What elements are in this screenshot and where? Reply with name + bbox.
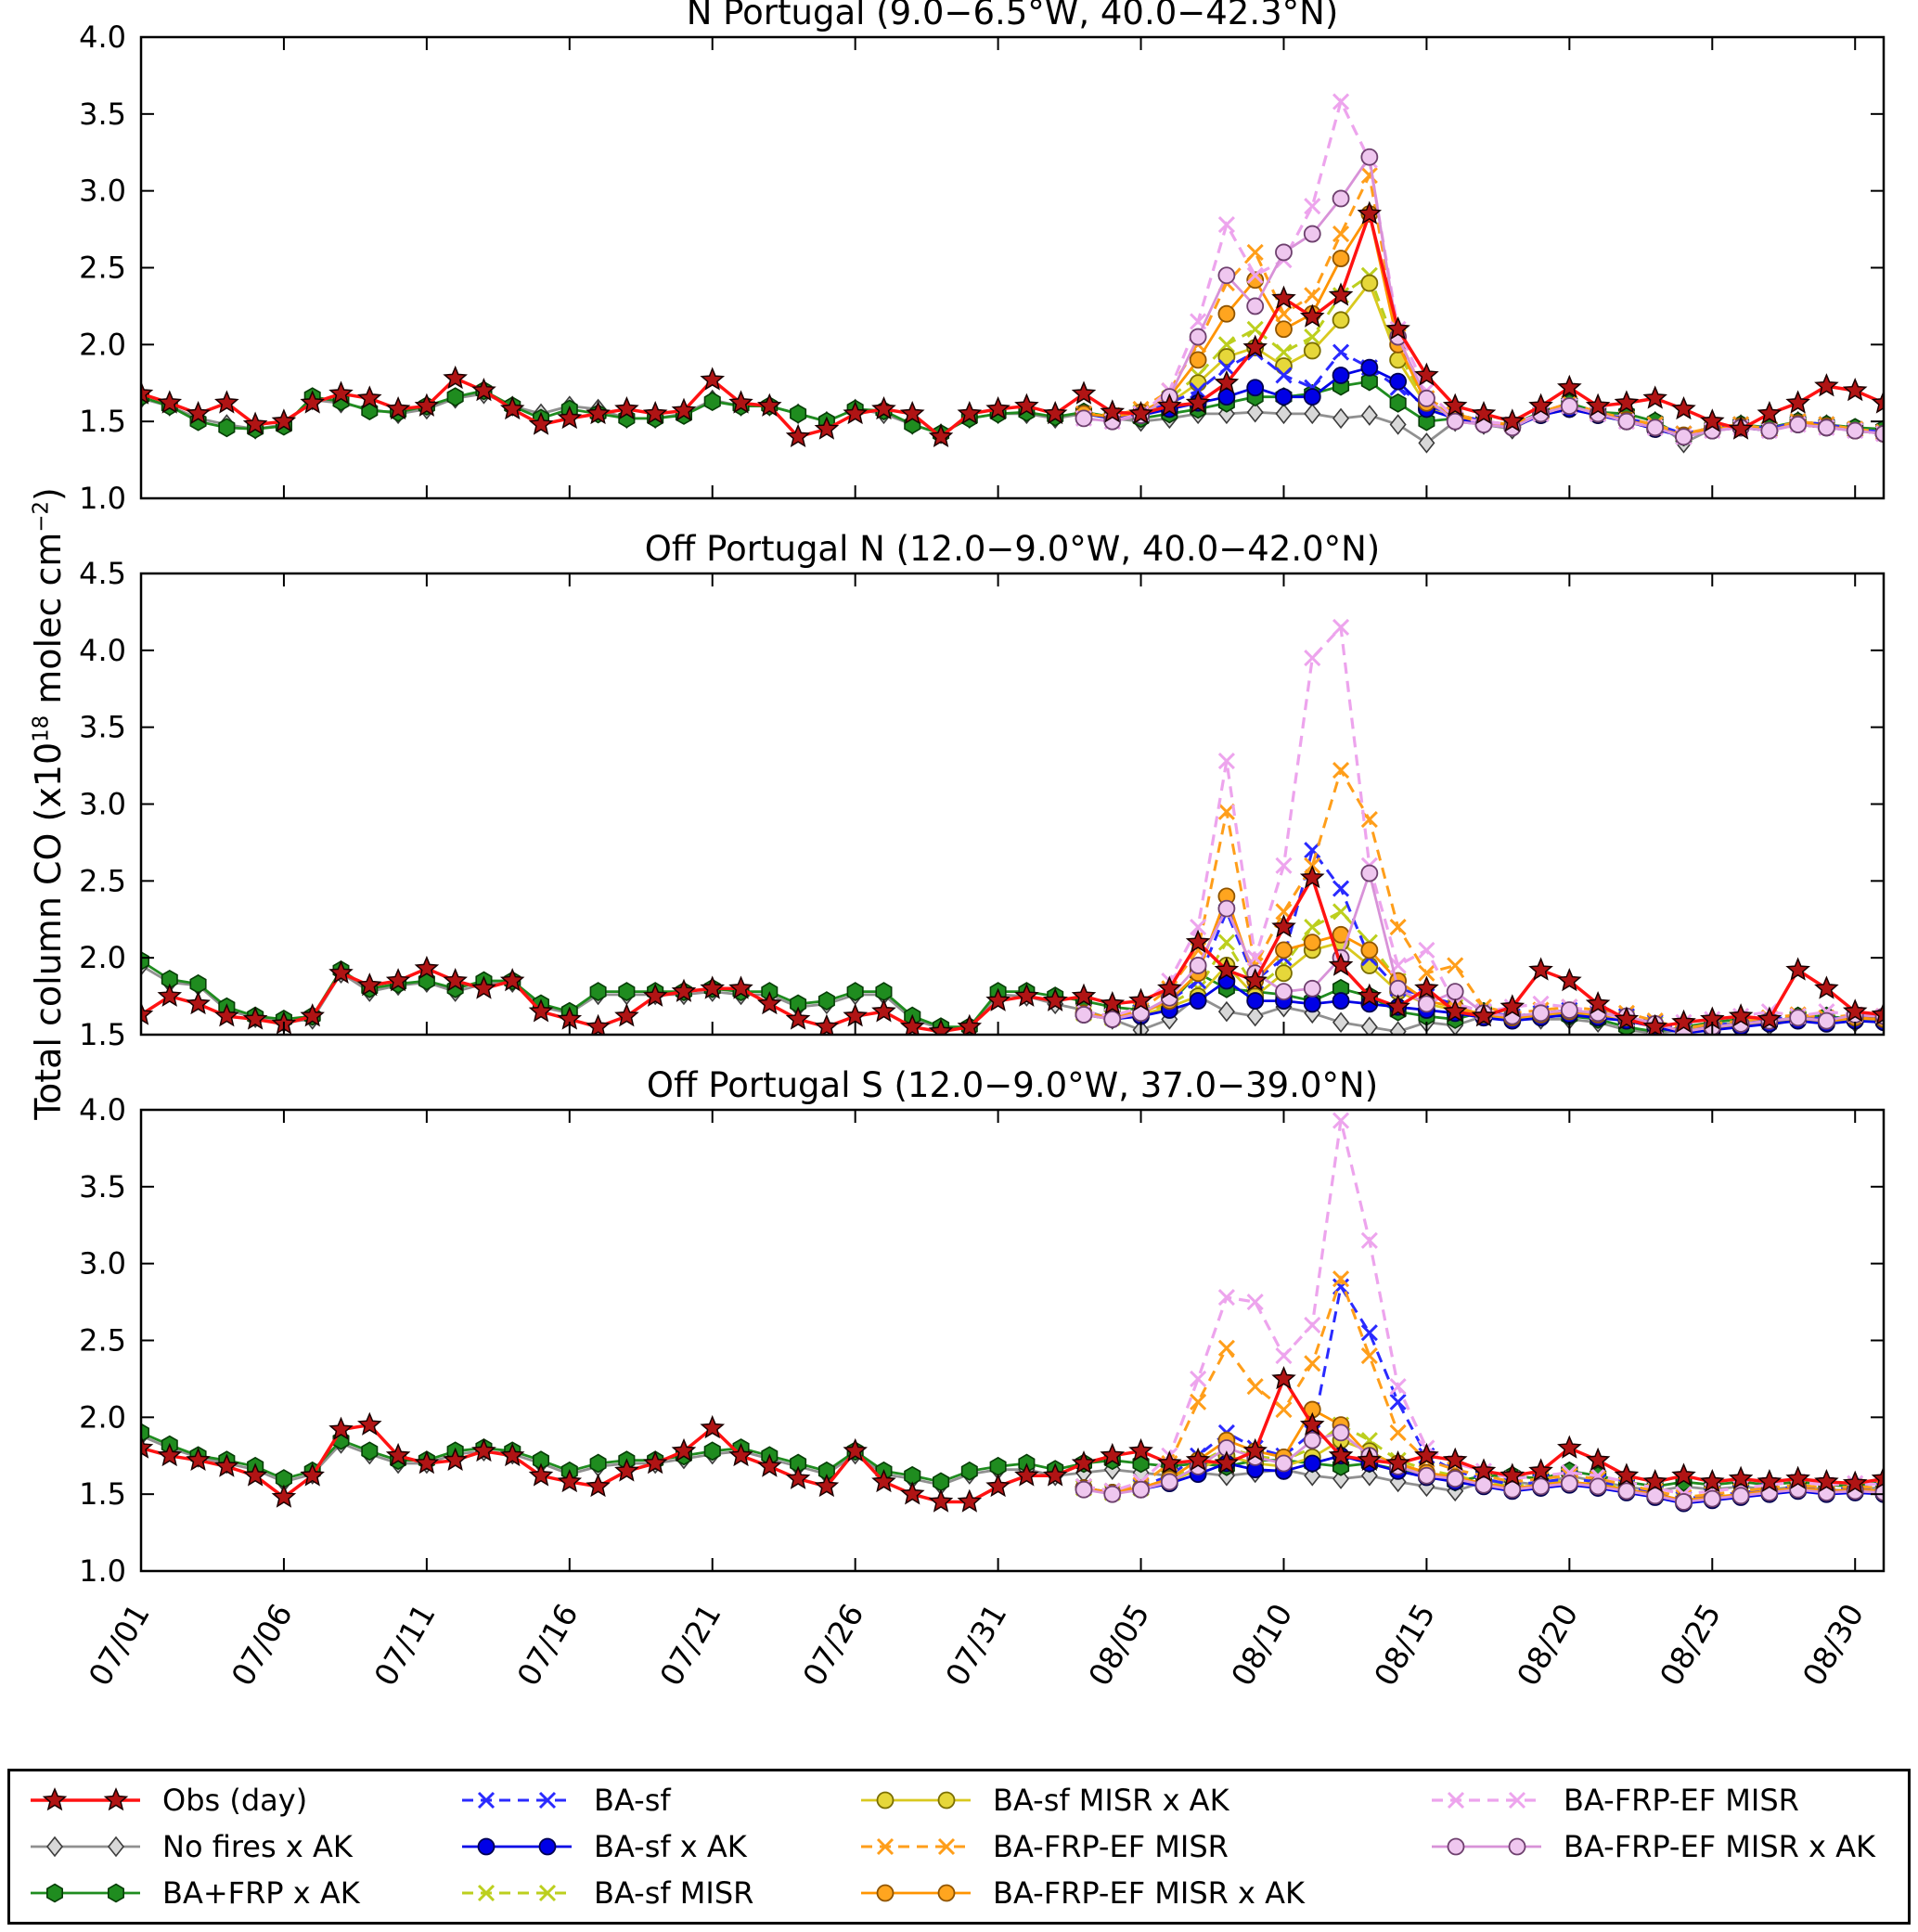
legend-label: Obs (day)	[162, 1783, 308, 1818]
x-tick-label: 08/10	[1224, 1598, 1299, 1693]
legend-label: BA-FRP-EF MISR	[1564, 1783, 1799, 1818]
y-tick-label: 1.0	[79, 1553, 126, 1589]
x-tick-label: 08/15	[1367, 1598, 1442, 1693]
axes-frame	[139, 35, 1886, 500]
x-tick-label: 07/11	[367, 1598, 442, 1693]
y-tick-label: 1.5	[79, 1476, 126, 1512]
legend-item-ba_frp_ef_misr_m: BA-FRP-EF MISR	[1426, 1783, 1900, 1818]
axes-frame	[139, 1108, 1886, 1573]
legend-item-ba_sf: BA-sf	[457, 1783, 856, 1818]
panel-0: N Portugal (9.0−6.5°W, 40.0−42.3°N) 1.0 1.…	[79, 0, 1886, 516]
y-tick-label: 1.5	[79, 1017, 126, 1052]
x-tick-label: 07/31	[938, 1598, 1013, 1693]
legend-item-ba_sf_misr_ak: BA-sf MISR x AK	[856, 1783, 1426, 1818]
legend-marker-x-icon	[1432, 1791, 1541, 1810]
y-tick-label: 4.0	[79, 19, 126, 55]
series-obs-markers	[141, 865, 1884, 1035]
legend-marker-star-icon	[31, 1787, 140, 1811]
legend-marker-circle-icon	[1432, 1837, 1541, 1856]
y-tick-label: 4.5	[79, 556, 126, 591]
legend-marker-x-icon	[861, 1837, 971, 1856]
y-tick-label: 2.0	[79, 1399, 126, 1435]
x-tick-label: 08/30	[1796, 1598, 1871, 1693]
x-tick-label: 08/20	[1510, 1598, 1585, 1693]
legend-marker-diamond-icon	[31, 1835, 140, 1858]
y-tick-label: 2.0	[79, 327, 126, 362]
y-tick-label: 2.5	[79, 1323, 126, 1359]
y-tick-label: 1.0	[79, 481, 126, 516]
legend-item-ba_sf_ak: BA-sf x AK	[457, 1829, 856, 1864]
legend-marker-x-icon	[462, 1884, 572, 1902]
series-obs-markers	[141, 200, 1884, 447]
legend-item-ba_sf_misr: BA-sf MISR	[457, 1875, 856, 1911]
series-obs-markers	[141, 1365, 1884, 1513]
legend-item-no_fires_ak: No fires x AK	[25, 1829, 457, 1864]
x-tick-label: 07/16	[509, 1598, 585, 1693]
legend-label: BA-sf MISR	[594, 1875, 754, 1911]
axes-frame	[139, 572, 1886, 1037]
y-axis-label-exp2: −2	[29, 501, 54, 533]
legend-label: BA-sf MISR x AK	[993, 1783, 1229, 1818]
panel-title: Off Portugal N (12.0−9.0°W, 40.0−42.0°N)	[645, 529, 1380, 569]
legend-item-ba_frp_ef_misr: BA-FRP-EF MISR	[856, 1829, 1426, 1864]
y-tick-label: 4.0	[79, 633, 126, 668]
x-tick-label: 07/26	[795, 1598, 870, 1693]
y-tick-label: 4.0	[79, 1092, 126, 1127]
x-tick-label: 08/05	[1081, 1598, 1156, 1693]
y-axis-label-text: Total column CO (x10	[28, 741, 69, 1120]
panel-title: N Portugal (9.0−6.5°W, 40.0−42.3°N)	[687, 0, 1339, 32]
y-tick-label: 3.5	[79, 710, 126, 745]
y-tick-label: 3.0	[79, 787, 126, 822]
panel-1: Off Portugal N (12.0−9.0°W, 40.0−42.0°N)…	[79, 529, 1886, 1052]
legend-item-obs: Obs (day)	[25, 1783, 457, 1818]
y-tick-label: 3.0	[79, 1246, 126, 1282]
series-ba_frp_ef_misr_m	[1083, 1120, 1884, 1496]
legend-marker-circle-icon	[462, 1837, 572, 1856]
legend-label: BA-FRP-EF MISR x AK	[1564, 1829, 1876, 1864]
y-axis-label-units: molec cm	[28, 532, 69, 715]
panel-title: Off Portugal S (12.0−9.0°W, 37.0−39.0°N)	[647, 1065, 1378, 1105]
panel-series	[141, 1112, 1884, 1513]
y-tick-label: 2.0	[79, 940, 126, 975]
legend-label: No fires x AK	[162, 1829, 353, 1864]
y-axis-label-close: )	[28, 487, 69, 502]
panel-2: Off Portugal S (12.0−9.0°W, 37.0−39.0°N)…	[79, 1065, 1886, 1693]
x-tick-label: 07/21	[652, 1598, 727, 1693]
y-tick-label: 3.5	[79, 97, 126, 132]
y-axis-label-exp1: 18	[29, 715, 54, 742]
legend-label: BA-sf x AK	[594, 1829, 747, 1864]
y-tick-label: 2.5	[79, 251, 126, 286]
legend-item-ba_frp_ef_misr_ak_m: BA-FRP-EF MISR x AK	[1426, 1829, 1900, 1864]
x-tick-label: 07/06	[225, 1598, 300, 1693]
legend-marker-hexagon-icon	[31, 1883, 140, 1903]
legend-item-ba_frp_ak: BA+FRP x AK	[25, 1875, 457, 1911]
y-tick-label: 1.5	[79, 404, 126, 439]
y-tick-label: 3.0	[79, 174, 126, 209]
legend-label: BA-FRP-EF MISR x AK	[993, 1875, 1306, 1911]
panel-series	[141, 93, 1884, 454]
series-ba_sf_misr	[1083, 273, 1884, 435]
legend-label: BA+FRP x AK	[162, 1875, 360, 1911]
x-tick-label: 08/25	[1653, 1598, 1728, 1693]
legend-label: BA-sf	[594, 1783, 671, 1818]
y-tick-label: 2.5	[79, 863, 126, 898]
legend-label: BA-FRP-EF MISR	[993, 1829, 1229, 1864]
panel-series	[141, 618, 1884, 1035]
legend-marker-circle-icon	[861, 1884, 971, 1902]
legend-item-ba_frp_ef_misr_ak: BA-FRP-EF MISR x AK	[856, 1875, 1426, 1911]
y-tick-label: 3.5	[79, 1169, 126, 1204]
legend-marker-x-icon	[462, 1791, 572, 1810]
series-ba_frp_ef_misr_m-markers	[1075, 1112, 1884, 1503]
legend: Obs (day) No fires x AK BA+FRP x AK BA-sf BA…	[7, 1769, 1911, 1925]
legend-marker-circle-icon	[861, 1791, 971, 1810]
y-axis-label: Total column CO (x1018 molec cm−2)	[28, 487, 69, 1120]
x-tick-label: 07/01	[82, 1598, 157, 1693]
